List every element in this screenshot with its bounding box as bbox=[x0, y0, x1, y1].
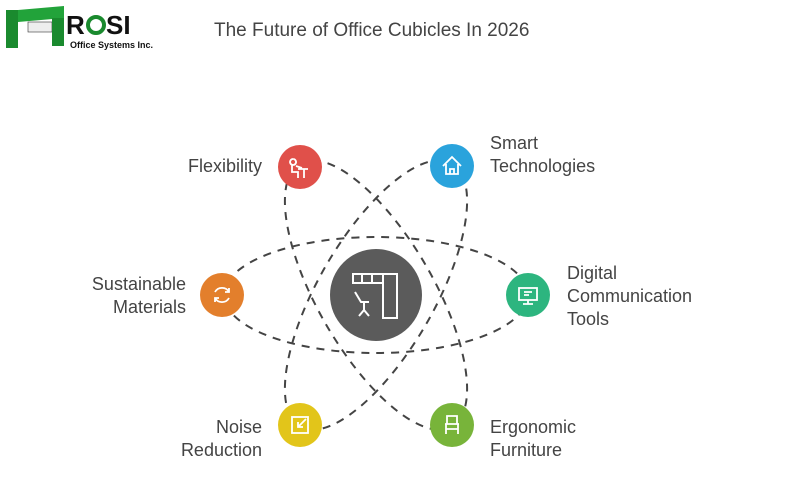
svg-text:Office Systems Inc.: Office Systems Inc. bbox=[70, 40, 153, 50]
label-digital-communication-tools: Digital Communication Tools bbox=[567, 263, 693, 329]
node-sustainable-materials bbox=[200, 273, 244, 317]
smart-home-icon bbox=[442, 155, 462, 175]
node-smart-technologies bbox=[430, 144, 474, 188]
office-cubicle-icon bbox=[352, 273, 398, 319]
node-circle bbox=[430, 403, 474, 447]
page-title: The Future of Office Cubicles In 2026 bbox=[214, 20, 530, 41]
recycle-icon bbox=[214, 286, 230, 304]
node-ergonomic-furniture bbox=[430, 403, 474, 447]
node-flexibility bbox=[278, 145, 322, 189]
node-noise-reduction bbox=[278, 403, 322, 447]
node-circle bbox=[430, 144, 474, 188]
label-smart-technologies: Smart Technologies bbox=[490, 133, 596, 176]
center-circle bbox=[330, 249, 422, 341]
monitor-chat-icon bbox=[518, 287, 538, 305]
label-sustainable-materials: Sustainable Materials bbox=[91, 274, 186, 317]
node-circle bbox=[200, 273, 244, 317]
rosi-logo: R SI Office Systems Inc. bbox=[6, 6, 153, 50]
label-ergonomic-furniture: Ergonomic Furniture bbox=[490, 417, 577, 460]
svg-text:SI: SI bbox=[106, 10, 131, 40]
node-digital-communication-tools bbox=[506, 273, 550, 317]
person-at-desk-icon bbox=[289, 158, 308, 178]
svg-text:R: R bbox=[66, 10, 85, 40]
label-flexibility: Flexibility bbox=[187, 156, 262, 176]
label-noise-reduction: Noise Reduction bbox=[180, 417, 262, 460]
chair-icon bbox=[445, 415, 459, 434]
compress-arrows-icon bbox=[291, 416, 309, 434]
